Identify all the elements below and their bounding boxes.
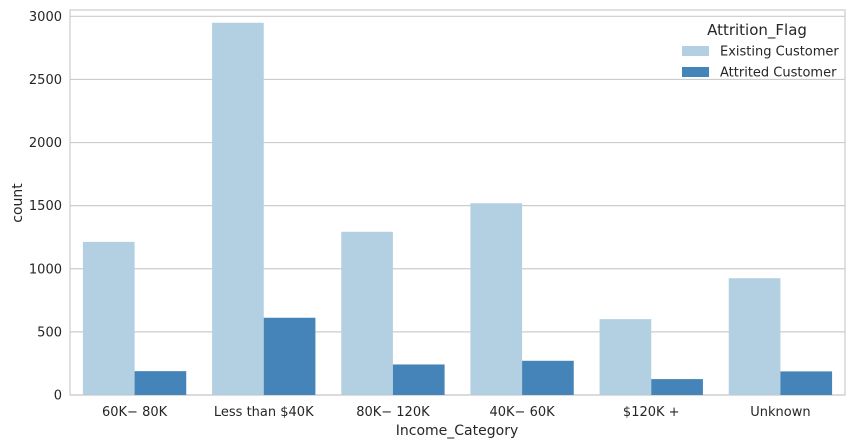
y-tick-label: 2500 (29, 73, 62, 88)
legend-title: Attrition_Flag (707, 21, 807, 40)
bar (522, 360, 574, 395)
x-tick-label: 60K− 80K (102, 405, 168, 420)
legend: Attrition_Flag Existing Customer Attrited… (682, 21, 839, 81)
y-tick-label: 500 (37, 325, 62, 340)
bar (341, 231, 393, 395)
legend-swatch (682, 67, 709, 77)
y-tick-label: 1000 (29, 262, 62, 277)
x-tick-label: Less than $40K (214, 405, 314, 420)
bar (780, 371, 833, 395)
x-axis-label: Income_Category (396, 423, 518, 439)
bar (263, 317, 316, 395)
bar (470, 203, 523, 395)
grid-lines (70, 15, 845, 396)
x-tick-label: 40K− 60K (489, 405, 555, 420)
y-tick-label: 2000 (29, 136, 62, 151)
bar (212, 22, 264, 396)
legend-entry: Existing Customer (720, 45, 839, 60)
bar (599, 319, 652, 395)
x-tick-label: 80K− 120K (356, 405, 430, 420)
legend-swatch (682, 46, 709, 56)
y-tick-label: 3000 (29, 10, 62, 25)
y-tick-labels: 0 500 1000 1500 2000 2500 3000 (29, 10, 62, 404)
bar (82, 241, 135, 395)
x-tick-labels: 60K− 80K Less than $40K 80K− 120K 40K− 60K $… (102, 405, 811, 420)
bar (392, 364, 445, 395)
y-tick-label: 1500 (29, 199, 62, 214)
y-tick-label: 0 (54, 389, 62, 404)
x-tick-label: Unknown (750, 405, 810, 420)
bar (728, 278, 781, 395)
x-tick-label: $120K + (623, 405, 680, 420)
legend-entry: Attrited Customer (720, 66, 837, 81)
bars (82, 22, 833, 396)
y-axis-label: count (10, 183, 26, 223)
plot-area (69, 9, 846, 396)
bar (134, 371, 187, 395)
bar (651, 379, 703, 395)
